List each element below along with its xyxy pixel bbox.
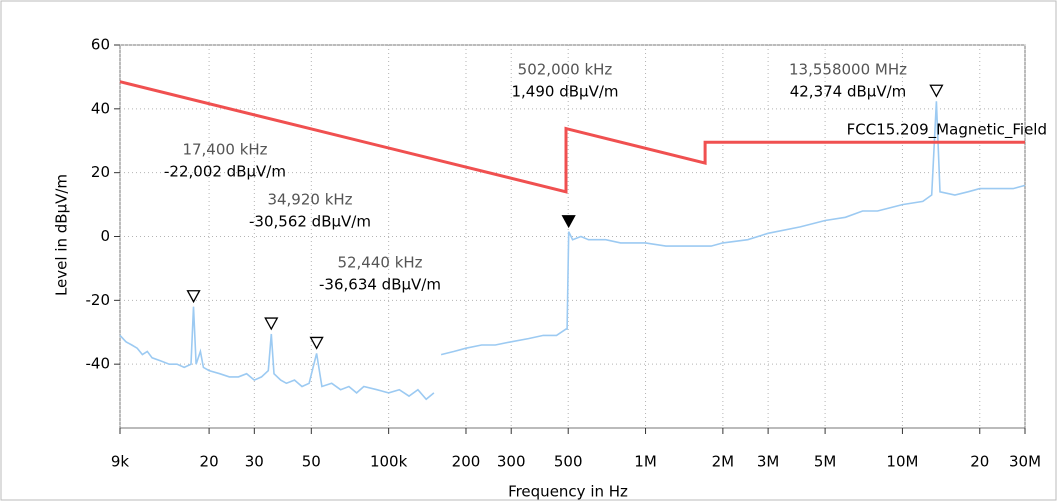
x-tick-label: 300 — [497, 453, 526, 471]
x-tick-label: 500 — [554, 453, 583, 471]
marker-frequency: 34,920 kHz — [267, 191, 352, 209]
x-tick-label: 30 — [245, 453, 264, 471]
x-tick-label: 5M — [814, 453, 837, 471]
marker-level: 1,490 dBµV/m — [512, 83, 619, 101]
marker-level: -36,634 dBµV/m — [319, 276, 441, 294]
x-tick-label: 50 — [302, 453, 321, 471]
x-tick-label: 20 — [200, 453, 219, 471]
x-tick-label: 200 — [452, 453, 481, 471]
marker-frequency: 17,400 kHz — [182, 141, 267, 159]
trace — [119, 101, 1026, 401]
x-tick-label: 20 — [970, 453, 989, 471]
x-tick-label: 10M — [886, 453, 918, 471]
y-tick-label: 20 — [91, 163, 110, 181]
y-tick-label: -40 — [86, 355, 111, 373]
marker-level: -30,562 dBµV/m — [249, 213, 371, 231]
x-tick-label: 9k — [111, 453, 130, 471]
x-tick-label: 100k — [370, 453, 408, 471]
marker — [309, 336, 324, 350]
limit-line — [119, 80, 1025, 194]
marker — [186, 290, 201, 304]
marker — [264, 317, 279, 331]
marker-frequency: 502,000 kHz — [518, 61, 613, 79]
y-tick-label: 60 — [91, 36, 110, 54]
x-tick-label: 1M — [634, 453, 657, 471]
y-axis-label: Level in dBµV/m — [53, 174, 71, 296]
marker-frequency: 52,440 kHz — [337, 254, 422, 272]
marker — [929, 84, 944, 98]
y-tick-label: 0 — [100, 227, 110, 245]
x-tick-label: 2M — [712, 453, 735, 471]
legend-label: FCC15.209_Magnetic_Field — [847, 121, 1047, 140]
marker-frequency: 13,558000 MHz — [789, 61, 907, 79]
marker — [561, 215, 576, 229]
y-tick-label: 40 — [91, 99, 110, 117]
x-tick-label: 3M — [757, 453, 780, 471]
x-tick-label: 30M — [1009, 453, 1041, 471]
marker-level: 42,374 dBµV/m — [790, 83, 907, 101]
x-axis-label: Frequency in Hz — [508, 483, 628, 501]
marker-level: -22,002 dBµV/m — [164, 163, 286, 181]
y-tick-label: -20 — [86, 291, 111, 309]
